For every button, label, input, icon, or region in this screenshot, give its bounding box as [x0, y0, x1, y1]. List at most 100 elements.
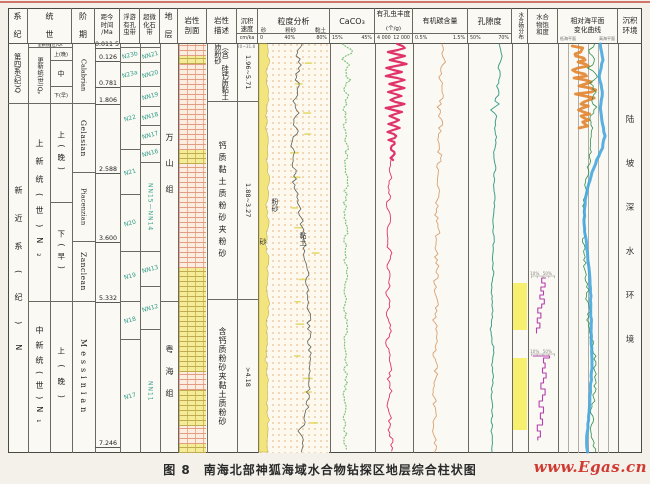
header-label-line: 速度: [240, 25, 254, 33]
column-rule: [237, 43, 238, 453]
scale-label: cm/ka: [239, 36, 255, 41]
age-tick: [95, 48, 120, 49]
header-scale: 15% 45%: [330, 33, 374, 43]
cell-text: Calabrian: [79, 59, 88, 92]
grain-class-label: 黏土: [314, 28, 326, 34]
environment-char: 坡: [625, 159, 635, 169]
header-label: 有孔虫丰度: [376, 9, 411, 18]
age-label: 0.011 5: [95, 41, 120, 48]
cell-text: Messinian: [79, 338, 88, 417]
sea-level-gridline: [598, 43, 599, 453]
strat-cell-nanno: NN13: [140, 252, 160, 287]
header-label-line: 时间: [100, 21, 114, 29]
figure-caption: 图 8 南海北部神狐海域水合物钻探区地层综合柱状图: [163, 463, 477, 477]
environment-char: 水: [625, 247, 635, 257]
strat-cell-tong: 上新统(世)N₂: [28, 104, 50, 302]
environment-char: 环: [625, 291, 635, 301]
body-area: 第四系(纪)Q 新近系(纪)N 全新统(世)Qₕ 更新统(世)Qₚ 上新统(世)N₂ 中新…: [8, 41, 642, 453]
scale-label: 12 000: [393, 36, 410, 41]
scale-label: 45%: [361, 36, 372, 41]
strat-cell-foram: N17: [120, 340, 140, 453]
grain-size-label: 砂: [259, 238, 267, 245]
header-system: 系纪: [8, 8, 28, 43]
sea-level-gridline: [568, 43, 569, 453]
header-label-line: 剖面: [184, 25, 200, 35]
lithology-band: [179, 43, 206, 56]
header-char: 层: [164, 29, 173, 39]
header-label-line: 岩性: [214, 16, 229, 26]
zone-label: N23b: [121, 49, 139, 61]
column-rule: [95, 43, 96, 453]
lithology-band: [179, 56, 206, 64]
saturation-scale-label: 50%: [542, 349, 552, 354]
age-tick: [95, 447, 120, 448]
cell-text: 1.96~5.71: [243, 54, 252, 90]
lithology-band: [179, 164, 206, 268]
cell-text: 上(晚): [56, 347, 66, 408]
grain-class-label: 砂: [261, 28, 267, 34]
strat-cell-foram: N18: [120, 302, 140, 340]
cell-text: （含）硅钙质黏土质粉砂: [214, 43, 231, 101]
header-label: 系纪: [14, 11, 22, 40]
cell-text: 粤海组: [165, 344, 174, 411]
header-grain-size: 粒度分析砂 粉砂 黏土 0 40% 80%: [258, 8, 330, 43]
header-scale: 4 000 12 000: [375, 33, 412, 43]
strat-cell-jie: Piacenzian: [72, 173, 95, 242]
zone-label: N21: [123, 167, 137, 177]
zone-label: NN16: [141, 147, 159, 160]
strat-cell-nanno: NN18: [140, 107, 160, 126]
age-label: 0.781: [98, 80, 117, 87]
strat-cell-nanno: NN12: [140, 287, 160, 330]
strat-cell-foram: N20: [120, 195, 140, 252]
strat-cell-jie: Zanclean: [72, 242, 95, 302]
header-label-line: 物饱: [536, 21, 549, 29]
header-label-line: 环境: [622, 25, 638, 35]
grain-class-label: 粉砂: [285, 28, 297, 34]
header-sea-level: 相对海平面 变化曲线 低海平面 高海平面: [558, 8, 618, 43]
cell-text: 更新统(世)Qₚ: [36, 56, 44, 95]
column-rule: [413, 43, 414, 453]
column-rule: [258, 43, 259, 453]
header-stage: 阶期: [72, 8, 95, 43]
environment-char: 深: [625, 203, 635, 213]
strat-cell-jie: Calabrian: [72, 48, 95, 104]
header-label-line: 带: [146, 29, 153, 37]
header-label-line: 水合: [536, 13, 549, 21]
strat-cell-sub: 下(早): [50, 203, 72, 302]
column-rule: [330, 43, 331, 453]
column-rule: [618, 43, 619, 453]
column-rule: [140, 43, 141, 453]
header-label-line: 变化曲线: [573, 25, 602, 34]
header-label: 孔隙度: [477, 16, 502, 26]
strat-cell-desc: 钙质黏土质粉砂夹粉砂: [207, 102, 237, 300]
saturation-scale-label: 50%: [542, 271, 552, 276]
header-scale: 0 40% 80%: [258, 33, 329, 43]
strat-cell-foram: N19: [120, 252, 140, 302]
environment-char: 陆: [625, 115, 635, 125]
strat-cell-rate: >4.18: [237, 300, 258, 453]
header-grain-sublabels: 砂 粉砂 黏土: [258, 26, 329, 34]
saturation-scale-label: 10%: [530, 271, 540, 276]
header-char: 统: [45, 12, 54, 22]
header-nanno-zone: 超微 化石带: [140, 8, 160, 43]
cell-text: 下(早): [54, 92, 68, 99]
strat-cell-foram: [120, 43, 140, 48]
zone-label: NN21: [141, 49, 159, 61]
strat-cell-nanno: NN21: [140, 48, 160, 63]
sea-level-gridline: [588, 43, 589, 453]
scale-label: 40%: [284, 36, 296, 41]
header-char: 阶: [79, 12, 87, 22]
header-lithology-description: 岩性 描述: [207, 8, 237, 43]
strat-cell-tong: 全新统(世)Qₕ: [28, 43, 72, 48]
scale-label: 4 000: [377, 36, 391, 41]
header-hydrate-distribution: 水合物分布: [512, 8, 528, 43]
rate-top-note: 20~31.8: [237, 44, 256, 49]
age-tick: [95, 173, 120, 174]
corner-label: 高海平面: [599, 35, 615, 41]
header-row: 系纪统世阶期距今 时间/Ma 浮游 有孔 虫带 超微 化石带地层岩性 剖面 岩性 描述 沉积 速度 cm…: [8, 8, 642, 43]
column-rule: [375, 43, 376, 453]
saturation-scale-label: 10%: [530, 349, 540, 354]
header-label: 统世: [46, 11, 54, 40]
hydrate-distribution-block: [513, 358, 527, 430]
